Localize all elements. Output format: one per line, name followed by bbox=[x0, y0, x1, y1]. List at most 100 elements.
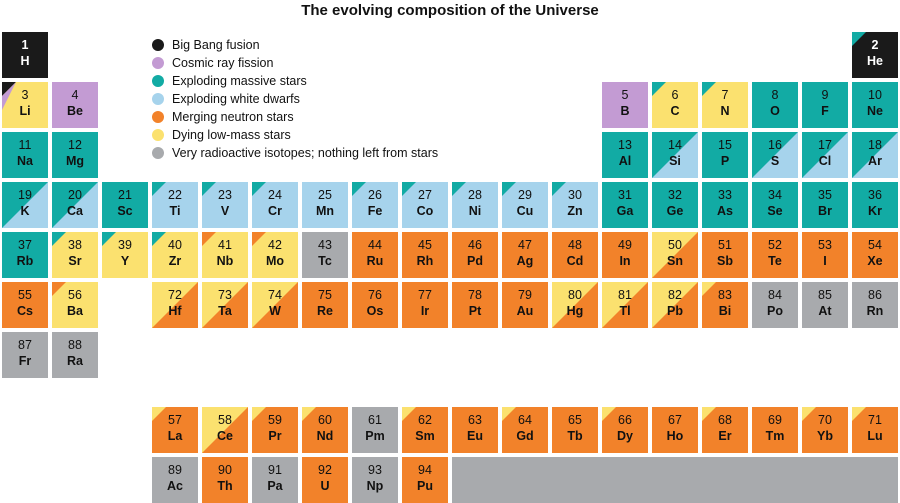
element-number: 7 bbox=[721, 88, 729, 102]
element-number: 56 bbox=[68, 288, 82, 302]
element-tile-wedge bbox=[802, 132, 848, 178]
element-tile bbox=[652, 232, 698, 278]
element-symbol: Yb bbox=[817, 429, 833, 443]
element-tile-corner bbox=[402, 182, 416, 196]
element-symbol: Pr bbox=[268, 429, 282, 443]
element-cell-cu: 29 Cu bbox=[502, 182, 548, 228]
element-tile-corner bbox=[602, 407, 616, 421]
element-symbol: Lu bbox=[867, 429, 883, 443]
element-tile bbox=[852, 407, 898, 453]
legend-label: Exploding white dwarfs bbox=[172, 92, 300, 106]
element-cell-ni: 28 Ni bbox=[452, 182, 498, 228]
element-number: 5 bbox=[621, 88, 629, 102]
element-tile bbox=[802, 282, 848, 328]
element-tile bbox=[602, 232, 648, 278]
element-tile-wedge bbox=[2, 182, 48, 228]
element-symbol: O bbox=[770, 104, 780, 118]
legend-label: Very radioactive isotopes; nothing left … bbox=[172, 146, 439, 160]
element-cell-pm: 61 Pm bbox=[352, 407, 398, 453]
element-tile-corner bbox=[852, 407, 866, 421]
element-tile-corner bbox=[52, 282, 66, 296]
element-cell-tl: 81 Tl bbox=[602, 282, 648, 328]
element-number: 11 bbox=[18, 138, 32, 152]
element-cell-nd: 60 Nd bbox=[302, 407, 348, 453]
element-tile bbox=[852, 82, 898, 128]
element-cell-in: 49 In bbox=[602, 232, 648, 278]
element-cell-sr: 38 Sr bbox=[52, 232, 98, 278]
element-tile bbox=[702, 132, 748, 178]
element-tile-background bbox=[502, 407, 548, 453]
legend-label: Cosmic ray fission bbox=[172, 56, 274, 70]
element-tile-corner bbox=[152, 232, 166, 246]
element-cell-br: 35 Br bbox=[802, 182, 848, 228]
element-symbol: Mg bbox=[65, 154, 85, 168]
element-tile bbox=[152, 232, 198, 278]
element-tile bbox=[102, 232, 148, 278]
element-tile bbox=[102, 182, 148, 228]
element-tile bbox=[52, 82, 98, 128]
legend-swatch-whitedwarf bbox=[152, 93, 164, 105]
element-symbol: Be bbox=[67, 104, 83, 118]
element-tile-corner bbox=[252, 407, 266, 421]
element-symbol: Pa bbox=[267, 479, 283, 493]
element-tile bbox=[752, 232, 798, 278]
element-number: 88 bbox=[68, 338, 82, 352]
element-symbol: Te bbox=[768, 254, 782, 268]
element-cell-mn: 25 Mn bbox=[302, 182, 348, 228]
element-tile bbox=[2, 332, 48, 378]
element-number: 39 bbox=[118, 238, 132, 252]
element-tile bbox=[2, 132, 48, 178]
element-tile bbox=[552, 182, 598, 228]
element-cell-os: 76 Os bbox=[352, 282, 398, 328]
element-symbol: At bbox=[818, 304, 832, 318]
element-tile-wedge bbox=[552, 282, 598, 328]
element-cell-zr: 40 Zr bbox=[152, 232, 198, 278]
element-tile bbox=[2, 232, 48, 278]
element-number: 86 bbox=[868, 288, 882, 302]
element-number: 65 bbox=[568, 413, 582, 427]
element-cell-au: 79 Au bbox=[502, 282, 548, 328]
element-tile bbox=[452, 282, 498, 328]
element-tile-background bbox=[152, 457, 198, 503]
element-symbol: As bbox=[717, 204, 733, 218]
element-tile bbox=[152, 407, 198, 453]
element-tile-background bbox=[302, 232, 348, 278]
element-tile-corner-secondary bbox=[2, 82, 16, 110]
element-cell-la: 57 La bbox=[152, 407, 198, 453]
element-cell-sm: 62 Sm bbox=[402, 407, 448, 453]
element-tile-background bbox=[402, 407, 448, 453]
element-tile-background bbox=[452, 182, 498, 228]
element-cell-tb: 65 Tb bbox=[552, 407, 598, 453]
element-cell-sb: 51 Sb bbox=[702, 232, 748, 278]
element-symbol: Ir bbox=[420, 304, 430, 318]
element-symbol: Rn bbox=[866, 304, 884, 318]
element-symbol: Tb bbox=[567, 429, 583, 443]
element-symbol: Mo bbox=[265, 254, 285, 268]
element-cell-ag: 47 Ag bbox=[502, 232, 548, 278]
element-tile bbox=[202, 232, 248, 278]
element-number: 45 bbox=[418, 238, 432, 252]
element-tile-background bbox=[652, 82, 698, 128]
element-symbol: Ar bbox=[868, 154, 882, 168]
element-tile bbox=[852, 182, 898, 228]
legend-label: Exploding massive stars bbox=[172, 74, 307, 88]
element-number: 59 bbox=[268, 413, 282, 427]
legend-swatch-lowmass bbox=[152, 129, 164, 141]
element-cell-p: 15 P bbox=[702, 132, 748, 178]
element-number: 47 bbox=[518, 238, 532, 252]
element-tile-background bbox=[852, 282, 898, 328]
element-tile bbox=[752, 282, 798, 328]
element-symbol: Er bbox=[718, 429, 732, 443]
element-symbol: V bbox=[220, 204, 230, 218]
element-tile-background bbox=[302, 407, 348, 453]
element-tile-background bbox=[602, 82, 648, 128]
element-number: 17 bbox=[818, 138, 832, 152]
element-symbol: I bbox=[823, 254, 827, 268]
element-number: 62 bbox=[418, 413, 432, 427]
element-symbol: N bbox=[720, 104, 730, 118]
element-cell-pa: 91 Pa bbox=[252, 457, 298, 503]
element-cell-ho: 67 Ho bbox=[652, 407, 698, 453]
element-tile bbox=[2, 282, 48, 328]
element-tile bbox=[202, 457, 248, 503]
